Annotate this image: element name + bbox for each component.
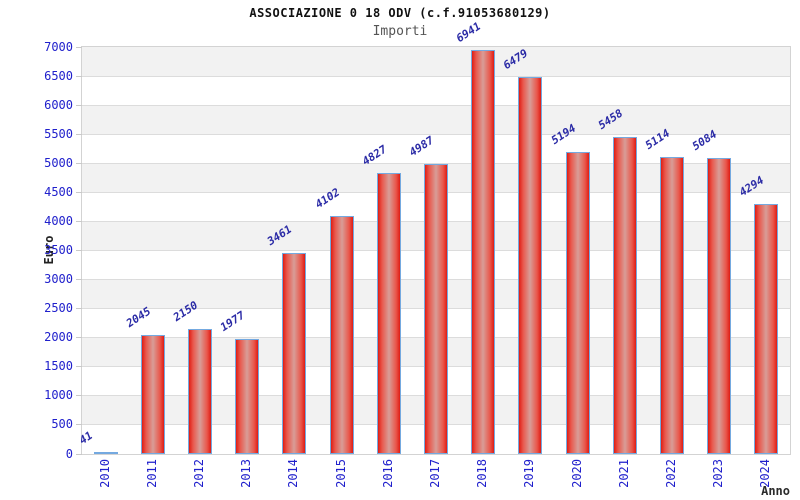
chart-title: ASSOCIAZIONE 0 18 ODV (c.f.91053680129) bbox=[249, 6, 551, 20]
bar bbox=[376, 173, 401, 454]
bar bbox=[188, 329, 212, 454]
x-tick-label: 2019 bbox=[522, 459, 537, 488]
plot-area: 0 500 1000 1500 2000 2500 3000 3500 4000 4500 5000… bbox=[44, 20, 791, 488]
y-tick-label: 5500 bbox=[44, 126, 73, 141]
bar bbox=[660, 156, 684, 454]
bar bbox=[140, 335, 165, 454]
x-tick-label: 2011 bbox=[144, 459, 159, 488]
gridline bbox=[82, 104, 790, 106]
y-tick-mark bbox=[76, 191, 82, 193]
bar bbox=[754, 204, 779, 454]
y-tick-label: 5000 bbox=[44, 155, 73, 170]
bar bbox=[424, 164, 448, 454]
x-axis-title: Anno bbox=[761, 484, 790, 498]
y-tick-label: 3500 bbox=[44, 243, 73, 257]
y-tick-label: 4000 bbox=[44, 213, 73, 228]
y-tick-label: 500 bbox=[51, 417, 73, 432]
x-tick-label: 2010 bbox=[97, 459, 112, 488]
bar bbox=[565, 152, 590, 454]
y-tick-mark bbox=[76, 308, 82, 310]
y-tick-label: 6500 bbox=[44, 68, 73, 83]
x-tick-label: 2022 bbox=[664, 459, 678, 488]
plot-band bbox=[82, 105, 790, 135]
x-tick-label: 2020 bbox=[569, 459, 584, 488]
y-tick-label: 4500 bbox=[44, 184, 73, 199]
x-tick-label: 2021 bbox=[616, 459, 631, 488]
y-tick-mark bbox=[76, 279, 82, 281]
x-tick-label: 2023 bbox=[711, 459, 726, 488]
y-tick-mark bbox=[76, 162, 82, 164]
bar bbox=[518, 77, 543, 454]
y-tick-label: 2000 bbox=[44, 330, 73, 345]
y-tick-mark bbox=[76, 133, 82, 135]
y-tick-mark bbox=[76, 337, 82, 339]
plot-band bbox=[82, 76, 790, 106]
y-tick-mark bbox=[76, 453, 82, 455]
y-tick-mark bbox=[76, 104, 82, 106]
x-tick-label: 2014 bbox=[286, 459, 301, 488]
y-tick-label: 1500 bbox=[44, 359, 73, 374]
y-tick-label: 2500 bbox=[44, 301, 73, 316]
gridline bbox=[82, 133, 790, 135]
chart-subtitle: Importi bbox=[372, 24, 428, 39]
bar bbox=[329, 215, 354, 454]
x-tick-label: 2017 bbox=[428, 459, 442, 488]
bar bbox=[612, 136, 637, 454]
y-tick-label: 7000 bbox=[44, 39, 73, 54]
y-tick-mark bbox=[76, 366, 82, 368]
y-tick-mark bbox=[76, 46, 82, 48]
x-tick-label: 2016 bbox=[380, 459, 395, 488]
x-tick-label: 2013 bbox=[239, 459, 254, 488]
x-tick-label: 2018 bbox=[475, 459, 490, 488]
y-tick-label: 3000 bbox=[44, 272, 73, 287]
bar bbox=[282, 252, 307, 454]
bar bbox=[93, 451, 118, 454]
gridline bbox=[82, 162, 790, 164]
y-tick-mark bbox=[76, 75, 82, 77]
plot-band bbox=[82, 47, 790, 77]
bar bbox=[471, 50, 496, 454]
y-tick-label: 6000 bbox=[44, 97, 73, 112]
y-tick-label: 1000 bbox=[44, 388, 73, 403]
y-tick-mark bbox=[76, 220, 82, 222]
y-tick-mark bbox=[76, 250, 82, 251]
y-tick-mark bbox=[76, 424, 82, 426]
gridline bbox=[82, 75, 790, 77]
bar bbox=[707, 158, 732, 454]
y-tick-label: 0 bbox=[65, 446, 73, 461]
bar bbox=[235, 339, 260, 454]
x-tick-label: 2015 bbox=[333, 459, 348, 488]
y-tick-mark bbox=[76, 395, 82, 397]
x-tick-label: 2012 bbox=[192, 459, 206, 488]
